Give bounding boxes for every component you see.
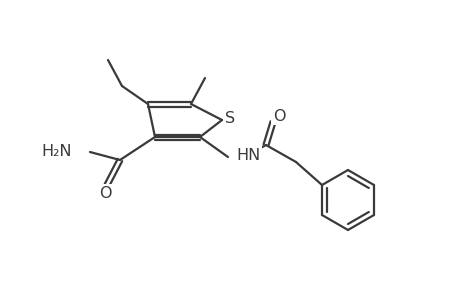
Text: S: S [224,110,235,125]
Text: O: O [99,185,111,200]
Text: HN: HN [235,148,260,163]
Text: H₂N: H₂N [41,143,72,158]
Text: O: O [272,109,285,124]
